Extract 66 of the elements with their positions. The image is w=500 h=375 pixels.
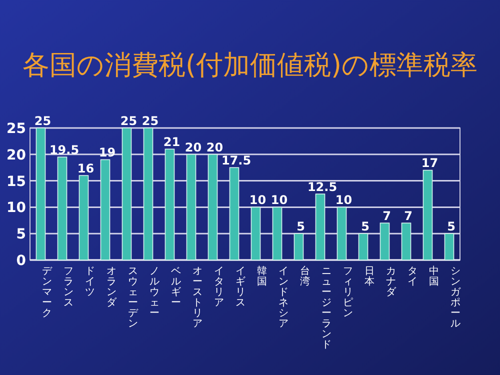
- y-tick-label: 0: [16, 253, 26, 269]
- x-tick-label: イギリス: [235, 266, 246, 308]
- x-tick-label: フランス: [63, 266, 74, 308]
- bar: [208, 154, 218, 260]
- x-tick-label: デンマーク: [42, 266, 53, 319]
- y-tick-label: 15: [6, 174, 26, 190]
- data-label: 20: [206, 140, 224, 154]
- bar: [401, 222, 412, 260]
- x-tick-label: シンガポール: [450, 266, 462, 330]
- x-tick-label: カナダ: [386, 266, 397, 298]
- x-tick-label: フィリピン: [342, 266, 353, 319]
- data-label: 19.5: [49, 143, 80, 158]
- y-tick-label: 5: [16, 226, 26, 243]
- bar: [422, 170, 433, 260]
- data-label: 10: [270, 193, 288, 208]
- chart-title: 各国の消費税(付加価値税)の標準税率: [22, 50, 478, 81]
- data-label: 5: [361, 220, 370, 234]
- bar: [315, 194, 326, 260]
- bar: [100, 159, 110, 260]
- bar: [444, 233, 454, 260]
- bar: [294, 233, 304, 260]
- x-tick-label: インドネシア: [278, 266, 288, 330]
- bar: [358, 233, 368, 260]
- bar: [336, 206, 347, 260]
- bar: [143, 128, 154, 260]
- bar: [250, 206, 261, 260]
- x-tick-label: ベルギー: [170, 266, 181, 308]
- data-label: 7: [382, 209, 391, 224]
- bar: [36, 128, 46, 260]
- y-tick-label: 20: [6, 147, 26, 164]
- data-label: 12.5: [307, 180, 338, 194]
- bar: [78, 175, 89, 260]
- x-tick-label: ニュージーランド: [321, 266, 332, 350]
- x-tick-label: 日本: [364, 266, 374, 288]
- data-label: 17.5: [221, 154, 252, 168]
- x-tick-label: スウェーデン: [128, 266, 139, 330]
- bar: [229, 167, 240, 260]
- bar: [164, 148, 175, 260]
- data-label: 20: [184, 140, 202, 154]
- data-label: 10: [335, 193, 352, 208]
- x-tick-label: オーストリア: [192, 266, 202, 330]
- data-label: 7: [404, 209, 412, 224]
- bar: [57, 156, 68, 260]
- data-label: 10: [249, 193, 266, 208]
- x-tick-label: ノルウェー: [149, 266, 160, 319]
- data-label: 16: [77, 162, 94, 176]
- data-label: 5: [296, 220, 305, 234]
- y-tick-label: 25: [6, 121, 26, 137]
- data-label: 5: [447, 220, 456, 234]
- bar: [186, 154, 196, 260]
- data-label: 25: [120, 114, 138, 128]
- x-tick-label: ドイツ: [84, 266, 95, 298]
- x-tick-label: イタリア: [214, 266, 224, 308]
- data-label: 25: [34, 114, 52, 128]
- x-tick-label: 中国: [428, 265, 439, 288]
- data-label: 21: [163, 135, 180, 150]
- x-tick-label: 韓国: [256, 265, 267, 288]
- y-tick-label: 10: [6, 200, 26, 216]
- bar: [122, 128, 132, 260]
- data-label: 25: [142, 114, 159, 128]
- data-label: 17: [421, 156, 438, 170]
- bar: [380, 222, 390, 260]
- x-tick-label: オランダ: [106, 266, 118, 308]
- x-tick-label: タイ: [407, 266, 418, 288]
- x-tick-label: 台湾: [300, 265, 310, 288]
- bar: [272, 206, 282, 260]
